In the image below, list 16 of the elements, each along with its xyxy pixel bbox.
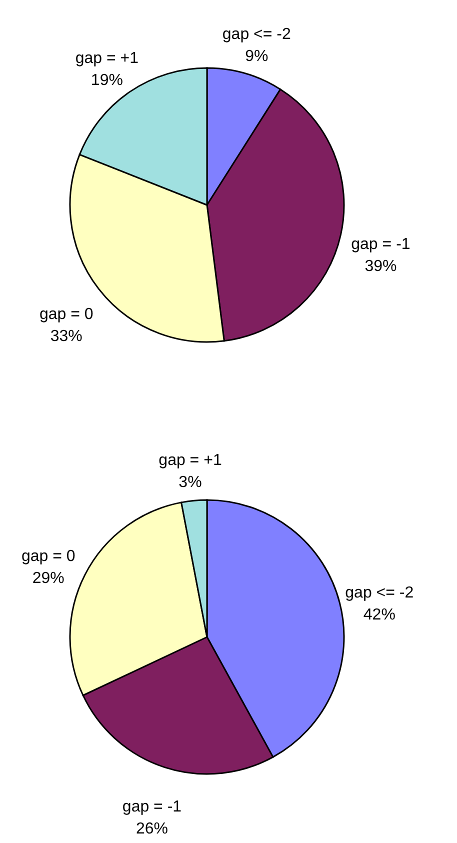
data-label: 9% (245, 48, 268, 66)
slice-label: gap = 0 (21, 548, 76, 566)
data-label: 42% (363, 606, 396, 624)
slice-label: gap = -1 (351, 236, 410, 253)
slice-label: gap = +1 (75, 50, 139, 67)
data-label: 19% (90, 72, 123, 89)
slice-label: gap = +1 (158, 452, 222, 469)
slice-label: gap = -1 (122, 798, 182, 816)
slice-label: gap <= -2 (222, 26, 292, 44)
data-label: 33% (50, 328, 82, 346)
slice-label: gap <= -2 (345, 584, 414, 602)
data-label: 26% (136, 820, 168, 838)
data-label: 39% (364, 258, 397, 275)
data-label: 29% (32, 570, 64, 588)
data-label: 3% (178, 474, 202, 491)
slice-label: gap = 0 (39, 306, 94, 324)
